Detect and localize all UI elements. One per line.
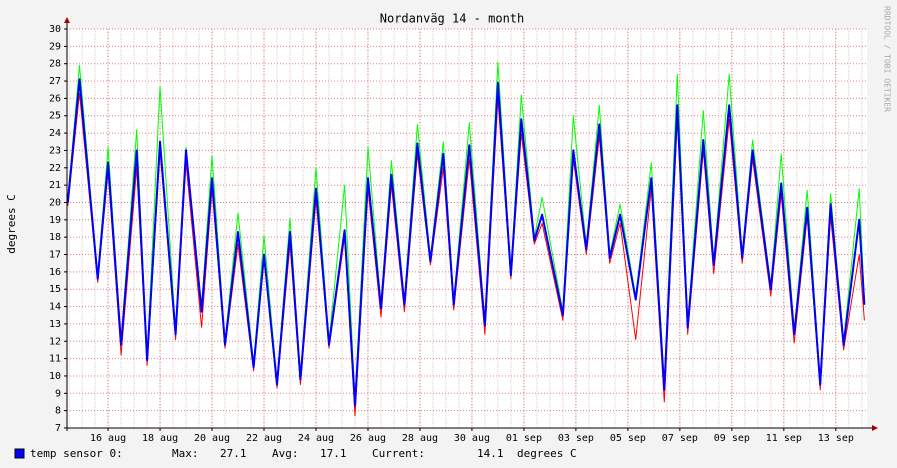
x-tick-label: 01 sep [506, 433, 542, 444]
y-tick-label: 12 [49, 336, 61, 347]
legend-current: 14.1 [477, 447, 504, 460]
y-tick-label: 30 [49, 24, 61, 35]
x-tick-label: 26 aug [350, 433, 386, 444]
x-tick-label: 11 sep [766, 433, 802, 444]
legend-label: temp sensor 0: [30, 447, 123, 460]
plot-area [67, 29, 867, 428]
x-tick-label: 03 sep [558, 433, 594, 444]
legend-swatch [14, 448, 25, 459]
legend-avg: 17.1 [320, 447, 347, 460]
y-tick-label: 7 [55, 423, 61, 434]
y-tick-label: 26 [49, 93, 61, 104]
y-tick-label: 15 [49, 284, 61, 295]
y-tick-label: 17 [49, 250, 61, 261]
y-tick-label: 28 [49, 59, 61, 70]
x-tick-label: 30 aug [454, 433, 490, 444]
chart-title: Nordanväg 14 - month [380, 12, 525, 26]
legend-current-label: Current: [372, 447, 425, 460]
x-arrow [872, 425, 878, 431]
x-tick-label: 09 sep [714, 433, 750, 444]
y-tick-label: 19 [49, 215, 61, 226]
y-tick-label: 18 [49, 232, 61, 243]
watermark: RRDTOOL / TOBI OETIKER [883, 6, 892, 112]
legend-unit: degrees C [517, 447, 577, 460]
y-tick-label: 27 [49, 76, 61, 87]
x-tick-label: 07 sep [662, 433, 698, 444]
y-tick-label: 11 [49, 354, 61, 365]
x-tick-label: 28 aug [402, 433, 438, 444]
x-tick-label: 24 aug [298, 433, 334, 444]
series-line [66, 78, 866, 407]
y-tick-label: 24 [49, 128, 61, 139]
y-tick-label: 20 [49, 197, 61, 208]
x-tick-label: 16 aug [90, 433, 126, 444]
x-tick-label: 05 sep [610, 433, 646, 444]
legend-max: 27.1 [220, 447, 247, 460]
x-tick-label: 13 sep [818, 433, 854, 444]
y-tick-label: 23 [49, 145, 61, 156]
x-tick-label: 18 aug [142, 433, 178, 444]
y-tick-label: 29 [49, 41, 61, 52]
y-arrow [64, 17, 70, 23]
y-tick-label: 8 [55, 406, 61, 417]
y-tick-label: 21 [49, 180, 61, 191]
x-tick-label: 22 aug [246, 433, 282, 444]
legend-max-label: Max: [172, 447, 199, 460]
y-tick-label: 9 [55, 388, 61, 399]
y-tick-label: 10 [49, 371, 61, 382]
y-tick-label: 13 [49, 319, 61, 330]
y-tick-label: 22 [49, 163, 61, 174]
legend-avg-label: Avg: [272, 447, 299, 460]
y-tick-label: 14 [49, 302, 61, 313]
y-tick-label: 16 [49, 267, 61, 278]
x-tick-label: 20 aug [194, 433, 230, 444]
y-axis-label: degrees C [5, 194, 18, 254]
y-tick-label: 25 [49, 111, 61, 122]
